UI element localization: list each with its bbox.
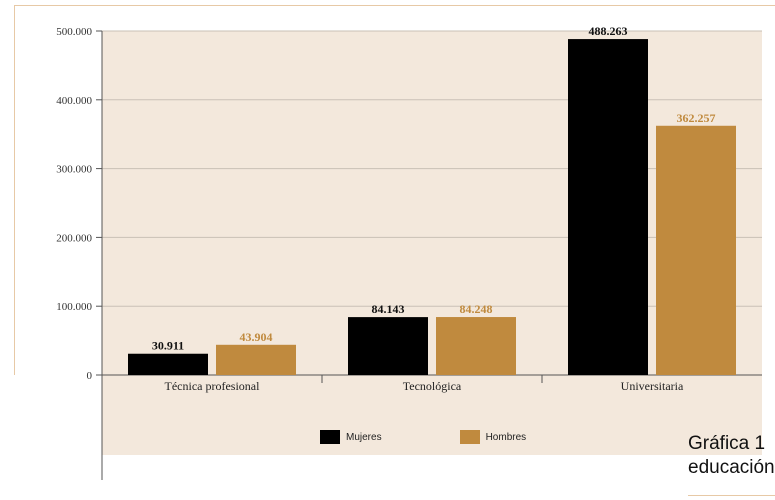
- bar-hombres: [436, 317, 516, 375]
- bar-hombres: [656, 125, 736, 375]
- data-label: 362.257: [677, 111, 716, 125]
- x-category-label: Técnica profesional: [165, 379, 261, 393]
- frame-left-rule: [14, 5, 15, 500]
- plot-background: [102, 31, 762, 455]
- legend-swatch-mujeres: [320, 430, 340, 444]
- y-tick-label: 300.000: [56, 164, 92, 176]
- bar-mujeres: [348, 317, 428, 375]
- data-label: 84.143: [372, 302, 405, 316]
- y-tick-label: 200.000: [56, 232, 92, 244]
- data-label: 43.904: [240, 330, 273, 344]
- data-label: 30.911: [152, 339, 184, 353]
- y-tick-label: 500.000: [56, 26, 92, 38]
- y-tick-label: 100.000: [56, 301, 92, 313]
- data-label: 84.248: [460, 302, 493, 316]
- y-tick-label: 400.000: [56, 95, 92, 107]
- bar-mujeres: [128, 353, 208, 375]
- x-category-label: Universitaria: [621, 379, 684, 393]
- legend-item-hombres: Hombres: [459, 430, 527, 444]
- legend-swatch-hombres: [459, 430, 480, 444]
- legend-label-hombres: Hombres: [485, 431, 527, 443]
- bar-hombres: [216, 344, 296, 375]
- left-margin-fill: [0, 375, 102, 500]
- caption-rule: [688, 495, 775, 496]
- frame-top-rule: [14, 5, 775, 6]
- figure-caption: Gráfica 1 educación: [688, 432, 775, 480]
- caption-line-2: educación: [688, 457, 775, 478]
- y-tick-label: 0: [87, 370, 93, 382]
- x-category-label: Tecnológica: [403, 379, 462, 393]
- legend: Mujeres Hombres: [320, 430, 604, 444]
- legend-label-mujeres: Mujeres: [346, 431, 382, 443]
- legend-item-mujeres: Mujeres: [320, 430, 382, 444]
- data-label: 488.263: [589, 24, 628, 38]
- caption-line-1: Gráfica 1: [688, 433, 766, 454]
- bar-mujeres: [568, 39, 648, 376]
